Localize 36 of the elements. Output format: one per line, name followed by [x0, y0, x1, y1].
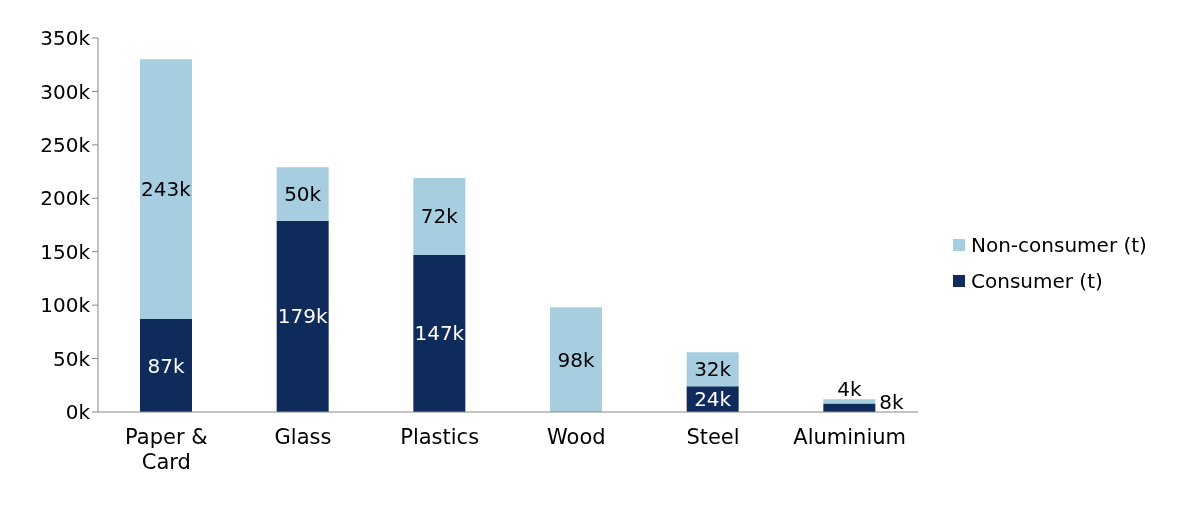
data-label: 24k — [694, 387, 732, 412]
y-tick-label: 200k — [40, 186, 91, 211]
data-label: 243k — [141, 177, 192, 202]
data-label: 179k — [277, 304, 328, 329]
bar — [823, 403, 876, 412]
x-tick-label: Plastics — [400, 425, 480, 449]
data-label: 32k — [694, 357, 732, 382]
data-label: 72k — [420, 204, 459, 229]
y-tick-label: 350k — [40, 26, 91, 51]
data-label: 50k — [284, 182, 322, 207]
bar — [413, 254, 466, 412]
bar — [140, 59, 192, 320]
legend-label: Non-consumer (t) — [971, 233, 1147, 257]
legend-label: Consumer (t) — [971, 269, 1103, 293]
y-tick-label: 100k — [40, 293, 91, 318]
data-label: 147k — [414, 321, 465, 346]
y-tick-label: 300k — [40, 79, 91, 104]
y-tick-label: 250k — [40, 132, 91, 157]
data-label: 87k — [147, 353, 185, 378]
x-tick-label: Paper & Card — [125, 425, 208, 474]
data-label: 8k — [879, 389, 905, 414]
x-tick-label: Aluminium — [793, 425, 907, 449]
bar — [140, 319, 192, 412]
data-label: 4k — [837, 377, 862, 402]
x-tick-label: Wood — [547, 425, 606, 449]
bar — [276, 220, 329, 412]
x-tick-label: Glass — [274, 425, 332, 449]
bar — [276, 167, 329, 221]
bar — [413, 177, 466, 255]
data-label: 98k — [557, 347, 595, 372]
bar — [823, 399, 876, 404]
y-tick-label: 0k — [65, 400, 91, 425]
y-tick-label: 50k — [52, 346, 91, 371]
bar — [550, 307, 602, 412]
x-tick-label: Steel — [686, 425, 740, 449]
y-tick-label: 150k — [40, 239, 91, 264]
